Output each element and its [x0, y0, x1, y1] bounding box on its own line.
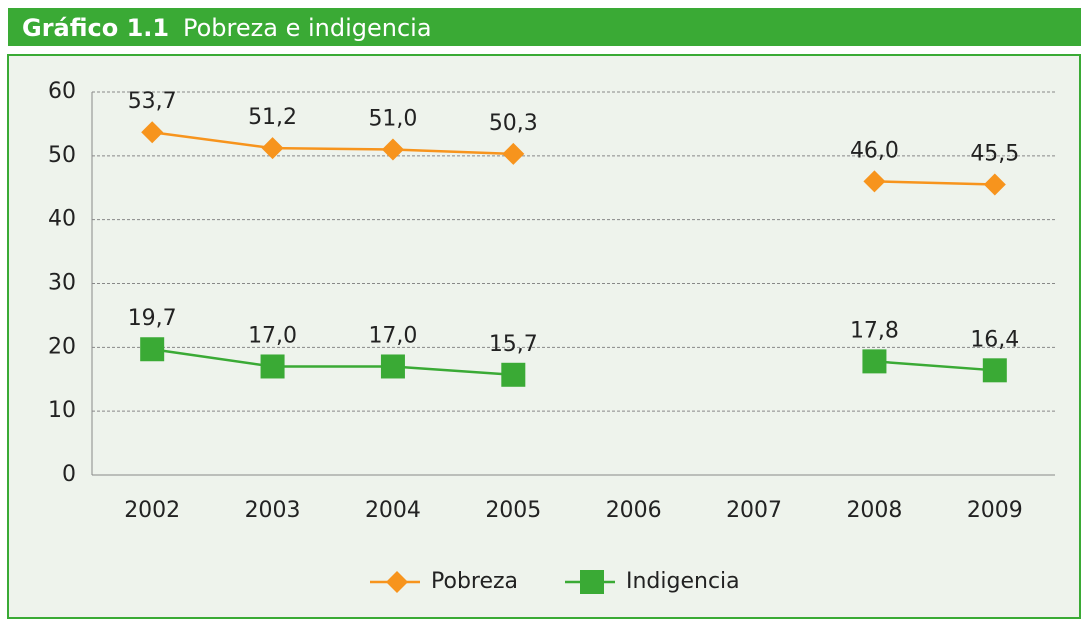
title-bar [8, 8, 1081, 46]
data-label: 19,7 [128, 306, 177, 331]
point [140, 337, 165, 362]
data-label: 15,7 [489, 332, 538, 357]
data-label: 51,0 [368, 106, 417, 131]
data-label: 45,5 [970, 142, 1019, 167]
chart-title: Pobreza e indigencia [183, 14, 432, 42]
chart-title-label: Gráfico 1.1 [22, 14, 169, 42]
point [501, 362, 526, 387]
x-tick-label: 2007 [726, 498, 782, 523]
point [502, 142, 525, 165]
point [983, 173, 1006, 196]
point [863, 170, 886, 193]
legend-marker [386, 571, 408, 593]
legend-label: Pobreza [431, 569, 518, 594]
x-tick-label: 2004 [365, 498, 421, 523]
x-tick-label: 2005 [485, 498, 541, 523]
legend-label: Indigencia [626, 569, 740, 594]
data-label: 51,2 [248, 105, 297, 130]
y-tick-label: 60 [48, 79, 76, 104]
x-tick-label: 2003 [245, 498, 301, 523]
data-label: 46,0 [850, 138, 899, 163]
x-tick-label: 2002 [124, 498, 180, 523]
y-tick-label: 0 [62, 462, 76, 487]
data-label: 17,8 [850, 318, 899, 343]
plot-frame [7, 54, 1081, 619]
x-tick-label: 2009 [967, 498, 1023, 523]
y-tick-label: 20 [48, 334, 76, 359]
data-label: 17,0 [368, 323, 417, 348]
y-tick-label: 30 [48, 271, 76, 296]
series-line [152, 130, 995, 186]
y-tick-label: 50 [48, 143, 76, 168]
point [862, 349, 887, 374]
data-label: 50,3 [489, 111, 538, 136]
y-tick-label: 10 [48, 398, 76, 423]
point [141, 121, 164, 144]
data-label: 53,7 [128, 89, 177, 114]
point [260, 354, 285, 379]
point [261, 137, 284, 160]
y-tick-label: 40 [48, 207, 76, 232]
data-label: 17,0 [248, 323, 297, 348]
x-tick-label: 2006 [606, 498, 662, 523]
point [380, 354, 405, 379]
data-label: 16,4 [970, 327, 1019, 352]
legend-marker [580, 570, 604, 594]
point [381, 138, 404, 161]
x-tick-label: 2008 [846, 498, 902, 523]
point [982, 358, 1007, 383]
series-line [152, 348, 995, 377]
